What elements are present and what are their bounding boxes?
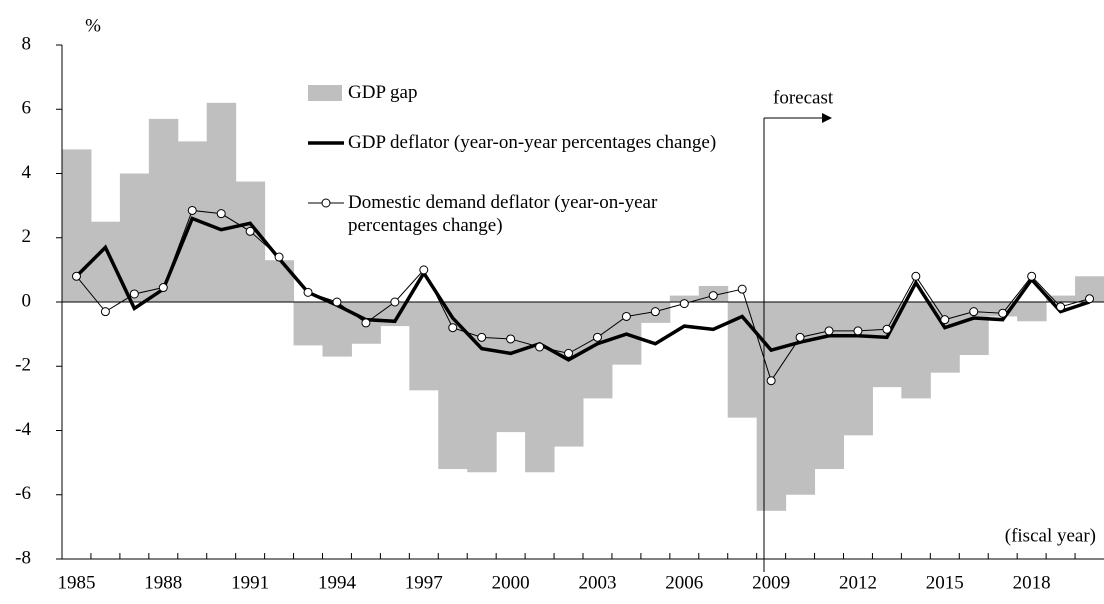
- legend-item: GDP deflator (year-on-year percentages c…: [348, 132, 717, 153]
- legend-item: GDP gap: [348, 82, 418, 103]
- legend-item: Domestic demand deflator (year-on-year p…: [348, 192, 658, 236]
- marker: [477, 332, 487, 342]
- marker: [245, 226, 255, 236]
- bar: [119, 173, 150, 302]
- legend-marker: [321, 198, 331, 208]
- marker: [998, 308, 1008, 318]
- bar: [409, 302, 439, 391]
- marker: [564, 348, 574, 358]
- annotation: (fiscal year): [1005, 525, 1096, 546]
- marker: [129, 289, 139, 299]
- marker: [795, 332, 805, 342]
- marker: [390, 297, 400, 307]
- marker: [1027, 271, 1037, 281]
- y-tick-label: 2: [22, 226, 32, 247]
- marker: [100, 307, 110, 317]
- marker: [448, 323, 458, 333]
- x-tick-label: 2015: [926, 572, 964, 593]
- line: [76, 209, 1090, 382]
- marker: [882, 324, 892, 334]
- bar: [554, 302, 584, 447]
- marker: [506, 334, 516, 344]
- marker: [419, 265, 429, 275]
- bar: [467, 302, 497, 473]
- marker: [940, 315, 950, 325]
- line: [75, 216, 1091, 362]
- x-tick-label: 2003: [578, 572, 616, 593]
- bar: [843, 302, 873, 436]
- y-tick-label: 6: [22, 98, 32, 119]
- bar: [148, 118, 179, 302]
- bar: [785, 302, 816, 495]
- annotation: forecast: [773, 87, 834, 108]
- marker: [592, 332, 602, 342]
- marker: [1056, 302, 1066, 312]
- bar: [206, 102, 237, 302]
- marker: [737, 284, 747, 294]
- marker: [535, 342, 545, 352]
- x-tick-label: 2018: [1013, 572, 1051, 593]
- forecast-arrowhead: [822, 113, 832, 123]
- y-tick-label: -8: [15, 547, 31, 568]
- marker: [824, 326, 834, 336]
- bar: [901, 302, 931, 399]
- y-tick-label: 8: [22, 33, 32, 54]
- marker: [332, 297, 342, 307]
- y-tick-label: -2: [15, 355, 31, 376]
- x-tick-label: 2009: [752, 572, 790, 593]
- legend-label: Domestic demand deflator (year-on-year p…: [348, 192, 658, 236]
- y-tick-label: 0: [22, 290, 32, 311]
- marker: [911, 271, 921, 281]
- x-tick-label: 2000: [492, 572, 530, 593]
- bar: [496, 302, 526, 433]
- marker: [1085, 294, 1095, 304]
- marker: [158, 283, 168, 293]
- bar: [525, 302, 555, 473]
- marker: [650, 307, 660, 317]
- x-tick-label: 2006: [665, 572, 703, 593]
- bar: [264, 260, 295, 302]
- marker: [679, 299, 689, 309]
- x-tick-label: 1991: [231, 572, 269, 593]
- y-tick-label: -6: [15, 483, 31, 504]
- y-tick-label: -4: [15, 419, 31, 440]
- marker: [853, 326, 863, 336]
- legend-label: GDP deflator (year-on-year percentages c…: [348, 132, 717, 153]
- x-tick-label: 1988: [144, 572, 182, 593]
- marker: [969, 307, 979, 317]
- bar: [756, 302, 787, 511]
- x-tick-label: 2012: [839, 572, 877, 593]
- y-tick-label: 4: [22, 162, 32, 183]
- bar: [1017, 302, 1047, 322]
- marker: [766, 376, 776, 386]
- marker: [708, 291, 718, 301]
- y-axis-label: %: [85, 15, 101, 36]
- marker: [621, 311, 631, 321]
- bar: [235, 181, 266, 302]
- bar: [90, 221, 121, 302]
- marker: [216, 209, 226, 219]
- bar: [669, 295, 700, 302]
- x-tick-label: 1997: [405, 572, 443, 593]
- bar: [1046, 295, 1076, 302]
- marker: [274, 252, 284, 262]
- legend-swatch: [308, 85, 342, 101]
- marker: [361, 318, 371, 328]
- legend-label: GDP gap: [348, 82, 418, 103]
- marker: [303, 287, 313, 297]
- x-tick-label: 1994: [318, 572, 357, 593]
- marker: [187, 205, 197, 215]
- marker: [71, 271, 81, 281]
- bar: [293, 302, 323, 346]
- bars: [62, 102, 1104, 511]
- x-tick-label: 1985: [57, 572, 95, 593]
